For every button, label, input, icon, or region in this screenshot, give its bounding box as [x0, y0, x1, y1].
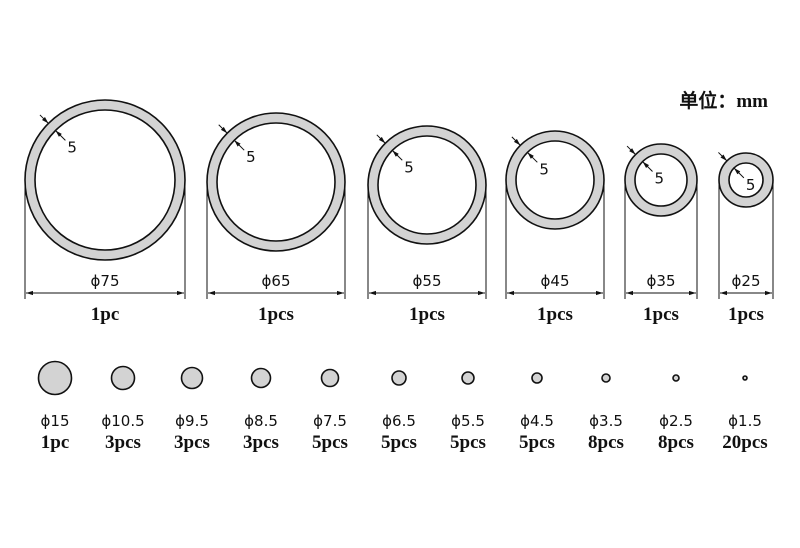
disc-item: ϕ8.5 3pcs — [243, 367, 279, 453]
diameter-label: ϕ6.5 — [382, 412, 416, 430]
diameter-label: ϕ1.5 — [728, 412, 762, 430]
diameter-label: ϕ65 — [262, 272, 291, 290]
ring-inner-edge — [728, 162, 764, 198]
diameter-label: ϕ75 — [91, 272, 120, 290]
thickness-arrow-outer — [376, 134, 386, 144]
disc-item: ϕ2.5 8pcs — [658, 374, 694, 453]
thickness-arrow-inner — [391, 149, 403, 161]
ring-item: 5 ϕ25 1pcs — [718, 152, 774, 325]
disc-shape — [250, 367, 272, 389]
count-label: 3pcs — [243, 432, 279, 453]
disc-item: ϕ10.5 3pcs — [101, 365, 145, 453]
disc-shape — [601, 373, 611, 383]
ring-outer-edge — [206, 112, 346, 252]
disc-item: ϕ3.5 8pcs — [588, 373, 624, 453]
thickness-arrow-inner — [733, 167, 745, 179]
count-label: 5pcs — [381, 432, 417, 453]
disc-shape — [320, 368, 340, 388]
diameter-label: ϕ5.5 — [451, 412, 485, 430]
rings-row: 5ϕ751pc5ϕ651pcs5ϕ551pcs5ϕ451pcs5ϕ351pcs5… — [24, 99, 774, 325]
disc-item: ϕ4.5 5pcs — [519, 372, 555, 453]
count-label: 1pc — [91, 304, 120, 325]
diameter-label: ϕ7.5 — [313, 412, 347, 430]
ring-item: 5 ϕ45 1pcs — [505, 130, 605, 325]
thickness-label: 5 — [655, 170, 665, 188]
disc-shape — [110, 365, 136, 391]
count-label: 1pcs — [409, 304, 445, 325]
ring-item: 5 ϕ35 1pcs — [624, 143, 698, 325]
disc-shape — [37, 360, 73, 396]
disc-shape — [391, 370, 407, 386]
count-label: 1pcs — [258, 304, 294, 325]
thickness-label: 5 — [539, 160, 549, 178]
ring-inner-edge — [216, 122, 336, 242]
ring-inner-edge — [34, 109, 176, 251]
count-label: 8pcs — [658, 432, 694, 453]
ring-band — [207, 113, 345, 251]
count-label: 1pc — [41, 432, 70, 453]
diameter-label: ϕ10.5 — [101, 412, 144, 430]
ring-inner-edge — [377, 135, 477, 235]
unit-label: 单位：mm — [679, 89, 768, 112]
count-label: 5pcs — [312, 432, 348, 453]
thickness-arrow-inner — [233, 139, 245, 151]
ring-item: 5 ϕ65 1pcs — [206, 112, 346, 325]
ring-band — [625, 144, 697, 216]
thickness-label: 5 — [404, 158, 414, 176]
diameter-label: ϕ9.5 — [175, 412, 209, 430]
disc-item: ϕ7.5 5pcs — [312, 368, 348, 453]
thickness-arrow-inner — [55, 130, 66, 141]
thickness-label: 5 — [746, 176, 756, 194]
thickness-label: 5 — [246, 148, 256, 166]
diameter-label: ϕ55 — [413, 272, 442, 290]
thickness-arrow-outer — [626, 145, 636, 155]
ring-band — [506, 131, 604, 229]
ring-item: 5 ϕ75 1pc — [24, 99, 186, 325]
ring-item: 5 ϕ55 1pcs — [367, 125, 487, 325]
diameter-label: ϕ8.5 — [244, 412, 278, 430]
thickness-label: 5 — [67, 138, 77, 156]
diameter-label: ϕ35 — [647, 272, 676, 290]
count-label: 3pcs — [174, 432, 210, 453]
count-label: 5pcs — [450, 432, 486, 453]
count-label: 20pcs — [722, 432, 767, 453]
count-label: 3pcs — [105, 432, 141, 453]
diameter-label: ϕ15 — [41, 412, 70, 430]
thickness-arrow-inner — [527, 152, 538, 163]
disc-shape — [180, 366, 204, 390]
ring-outer-edge — [505, 130, 605, 230]
diameter-label: ϕ4.5 — [520, 412, 554, 430]
diameter-label: ϕ2.5 — [659, 412, 693, 430]
thickness-arrow-inner — [642, 161, 653, 172]
disc-shape — [461, 371, 475, 385]
count-label: 1pcs — [643, 304, 679, 325]
disc-item: ϕ6.5 5pcs — [381, 370, 417, 453]
thickness-arrow-outer — [218, 124, 228, 134]
disc-item: ϕ9.5 3pcs — [174, 366, 210, 453]
ring-band — [368, 126, 486, 244]
ring-outer-edge — [367, 125, 487, 245]
count-label: 1pcs — [537, 304, 573, 325]
diameter-label: ϕ3.5 — [589, 412, 623, 430]
thickness-arrow-outer — [511, 136, 521, 146]
thickness-arrow-outer — [39, 114, 49, 124]
disc-shape — [672, 374, 680, 382]
discs-row: ϕ151pcϕ10.53pcsϕ9.53pcsϕ8.53pcsϕ7.55pcsϕ… — [37, 360, 768, 453]
ring-inner-edge — [634, 153, 688, 207]
disc-item: ϕ1.5 20pcs — [722, 375, 768, 453]
disc-shape — [742, 375, 748, 381]
diameter-label: ϕ25 — [732, 272, 761, 290]
diameter-label: ϕ45 — [541, 272, 570, 290]
thickness-arrow-outer — [718, 152, 728, 162]
disc-item: ϕ5.5 5pcs — [450, 371, 486, 453]
count-label: 1pcs — [728, 304, 764, 325]
count-label: 5pcs — [519, 432, 555, 453]
count-label: 8pcs — [588, 432, 624, 453]
ring-inner-edge — [515, 140, 595, 220]
disc-shape — [531, 372, 543, 384]
ring-band — [719, 153, 773, 207]
ring-band — [25, 100, 185, 260]
